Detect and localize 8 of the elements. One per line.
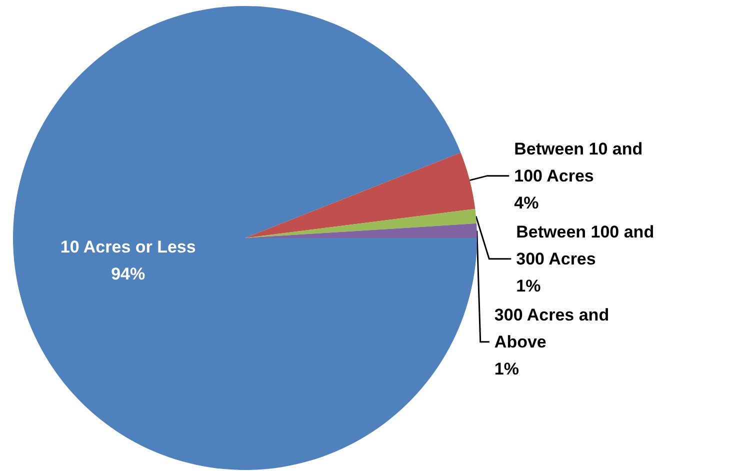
slice-label: 10 Acres or Less: [60, 237, 196, 256]
slice-label: Between 100 and 300 Acres: [516, 222, 659, 268]
slice-label: Between 10 and 100 Acres: [514, 139, 648, 186]
data-label: 94%: [111, 264, 146, 284]
slice-label: 300 Acres and Above: [494, 305, 614, 352]
data-label: 4%: [514, 193, 539, 212]
data-label: 1%: [494, 359, 519, 378]
data-label: 1%: [516, 276, 541, 296]
